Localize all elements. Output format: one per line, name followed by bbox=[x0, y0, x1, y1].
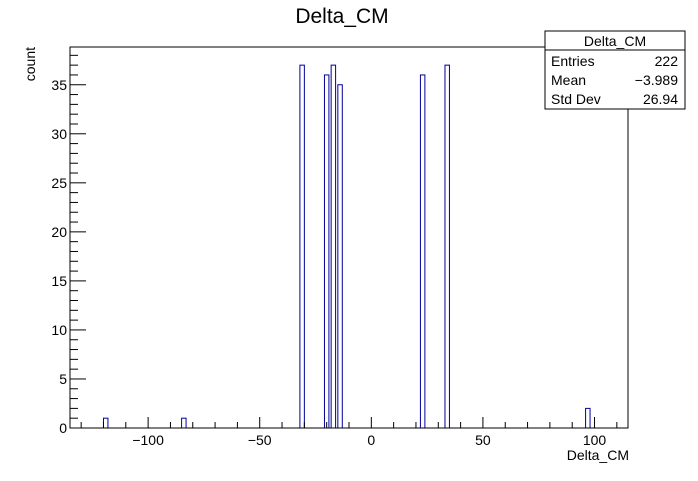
x-axis-label: Delta_CM bbox=[567, 447, 629, 463]
stats-stddev-label: Std Dev bbox=[551, 91, 601, 107]
y-tick-label: 15 bbox=[51, 273, 67, 289]
stats-box: Delta_CM Entries 222 Mean −3.989 Std Dev… bbox=[544, 30, 686, 110]
y-axis-label: count bbox=[22, 47, 38, 81]
stats-entries-label: Entries bbox=[551, 53, 595, 69]
stats-mean-value: −3.989 bbox=[635, 72, 678, 88]
stats-entries-value: 222 bbox=[655, 53, 679, 69]
y-tick-label: 30 bbox=[51, 126, 67, 142]
x-tick-label: 100 bbox=[583, 432, 607, 448]
y-tick-label: 5 bbox=[59, 371, 67, 387]
y-tick-label: 0 bbox=[59, 420, 67, 436]
stats-mean-label: Mean bbox=[551, 72, 586, 88]
x-tick-label: −50 bbox=[248, 432, 272, 448]
y-tick-label: 20 bbox=[51, 224, 67, 240]
stats-box-title: Delta_CM bbox=[584, 33, 646, 49]
x-tick-label: −100 bbox=[132, 432, 164, 448]
x-tick-label: 50 bbox=[475, 432, 491, 448]
x-tick-label: 0 bbox=[367, 432, 375, 448]
stats-stddev-value: 26.94 bbox=[643, 91, 678, 107]
y-tick-label: 25 bbox=[51, 175, 67, 191]
y-tick-label: 35 bbox=[51, 77, 67, 93]
y-tick-label: 10 bbox=[51, 322, 67, 338]
y-axis: 0 5 10 15 20 25 30 35 bbox=[51, 54, 86, 436]
stats-box-frame bbox=[544, 30, 686, 110]
x-axis: −100 −50 0 50 100 bbox=[80, 417, 618, 448]
chart-title: Delta_CM bbox=[295, 5, 388, 28]
